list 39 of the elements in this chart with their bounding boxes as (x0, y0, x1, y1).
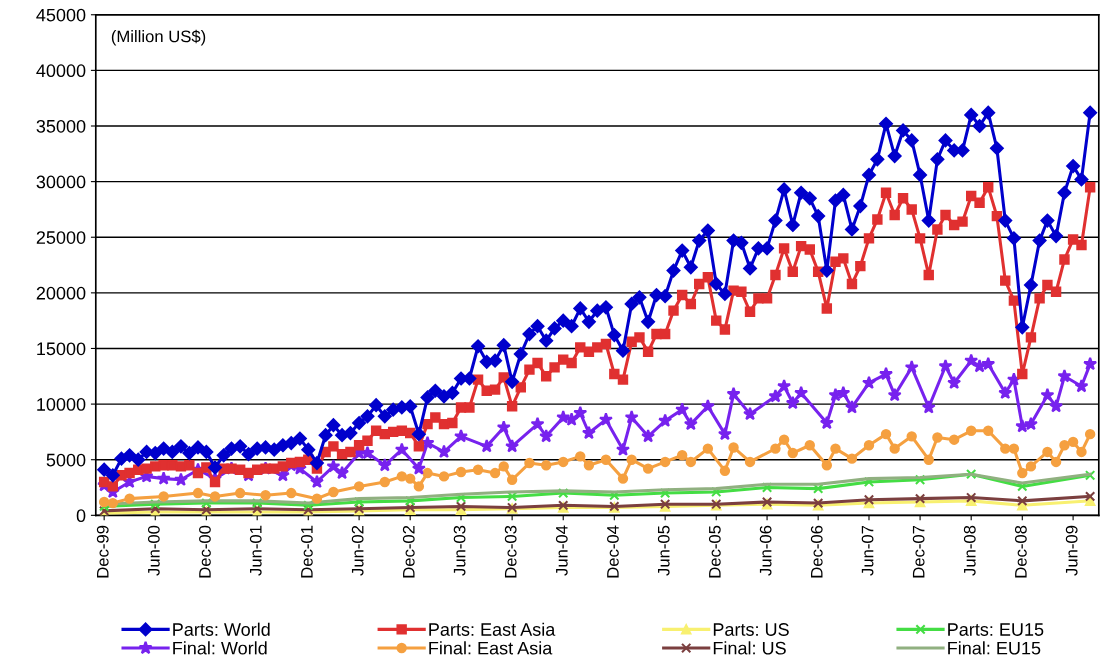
x-tick-label: Dec-00 (199, 525, 211, 578)
legend-label: Final: East Asia (429, 641, 553, 655)
legend-label: Final: EU15 (948, 641, 1041, 655)
x-tick-label: Dec-06 (810, 525, 823, 578)
x-tick-label: Dec-02 (402, 525, 415, 578)
x-tick-label: Jun-04 (555, 525, 568, 576)
legend-label: Parts: US (713, 623, 789, 636)
x-tick-label: Dec-05 (708, 525, 721, 578)
x-tick-label: Jun-02 (351, 525, 364, 576)
legend-label: Final: US (713, 641, 786, 655)
legend-label: Parts: World (173, 622, 270, 636)
x-tick-label: Jun-05 (657, 525, 670, 576)
x-tick-label: Jun-06 (759, 525, 772, 576)
x-tick-label: Dec-99 (96, 525, 109, 578)
x-tick-label: Jun-07 (861, 525, 874, 576)
y-tick-label: 10000 (37, 398, 86, 411)
y-tick-label: 5000 (46, 453, 86, 467)
legend-label: Parts: EU15 (948, 623, 1044, 636)
x-tick-label: Dec-04 (607, 525, 619, 578)
x-tick-label: Dec-07 (912, 525, 925, 578)
x-tick-label: Jun-03 (453, 525, 466, 576)
y-tick-label: 30000 (36, 175, 86, 189)
x-tick-label: Dec-01 (300, 525, 313, 578)
x-tick-label: Jun-08 (963, 525, 976, 576)
x-tick-label: Jun-00 (147, 525, 160, 576)
y-tick-label: 40000 (36, 64, 86, 78)
x-tick-label: Jun-09 (1065, 525, 1078, 576)
annotation: (Million US$) (111, 29, 206, 46)
x-tick-label: Jun-01 (249, 525, 262, 576)
y-tick-label: 45000 (36, 8, 86, 22)
x-tick-label: Dec-03 (504, 525, 517, 578)
y-tick-label: 15000 (37, 342, 86, 356)
y-tick-label: 20000 (36, 286, 86, 300)
y-tick-label: 25000 (36, 231, 86, 244)
legend-label: Final: World (173, 641, 267, 655)
y-tick-label: 0 (76, 509, 86, 523)
y-tick-label: 35000 (36, 119, 86, 133)
x-tick-label: Dec-08 (1014, 525, 1027, 578)
legend-label: Parts: East Asia (429, 622, 556, 636)
